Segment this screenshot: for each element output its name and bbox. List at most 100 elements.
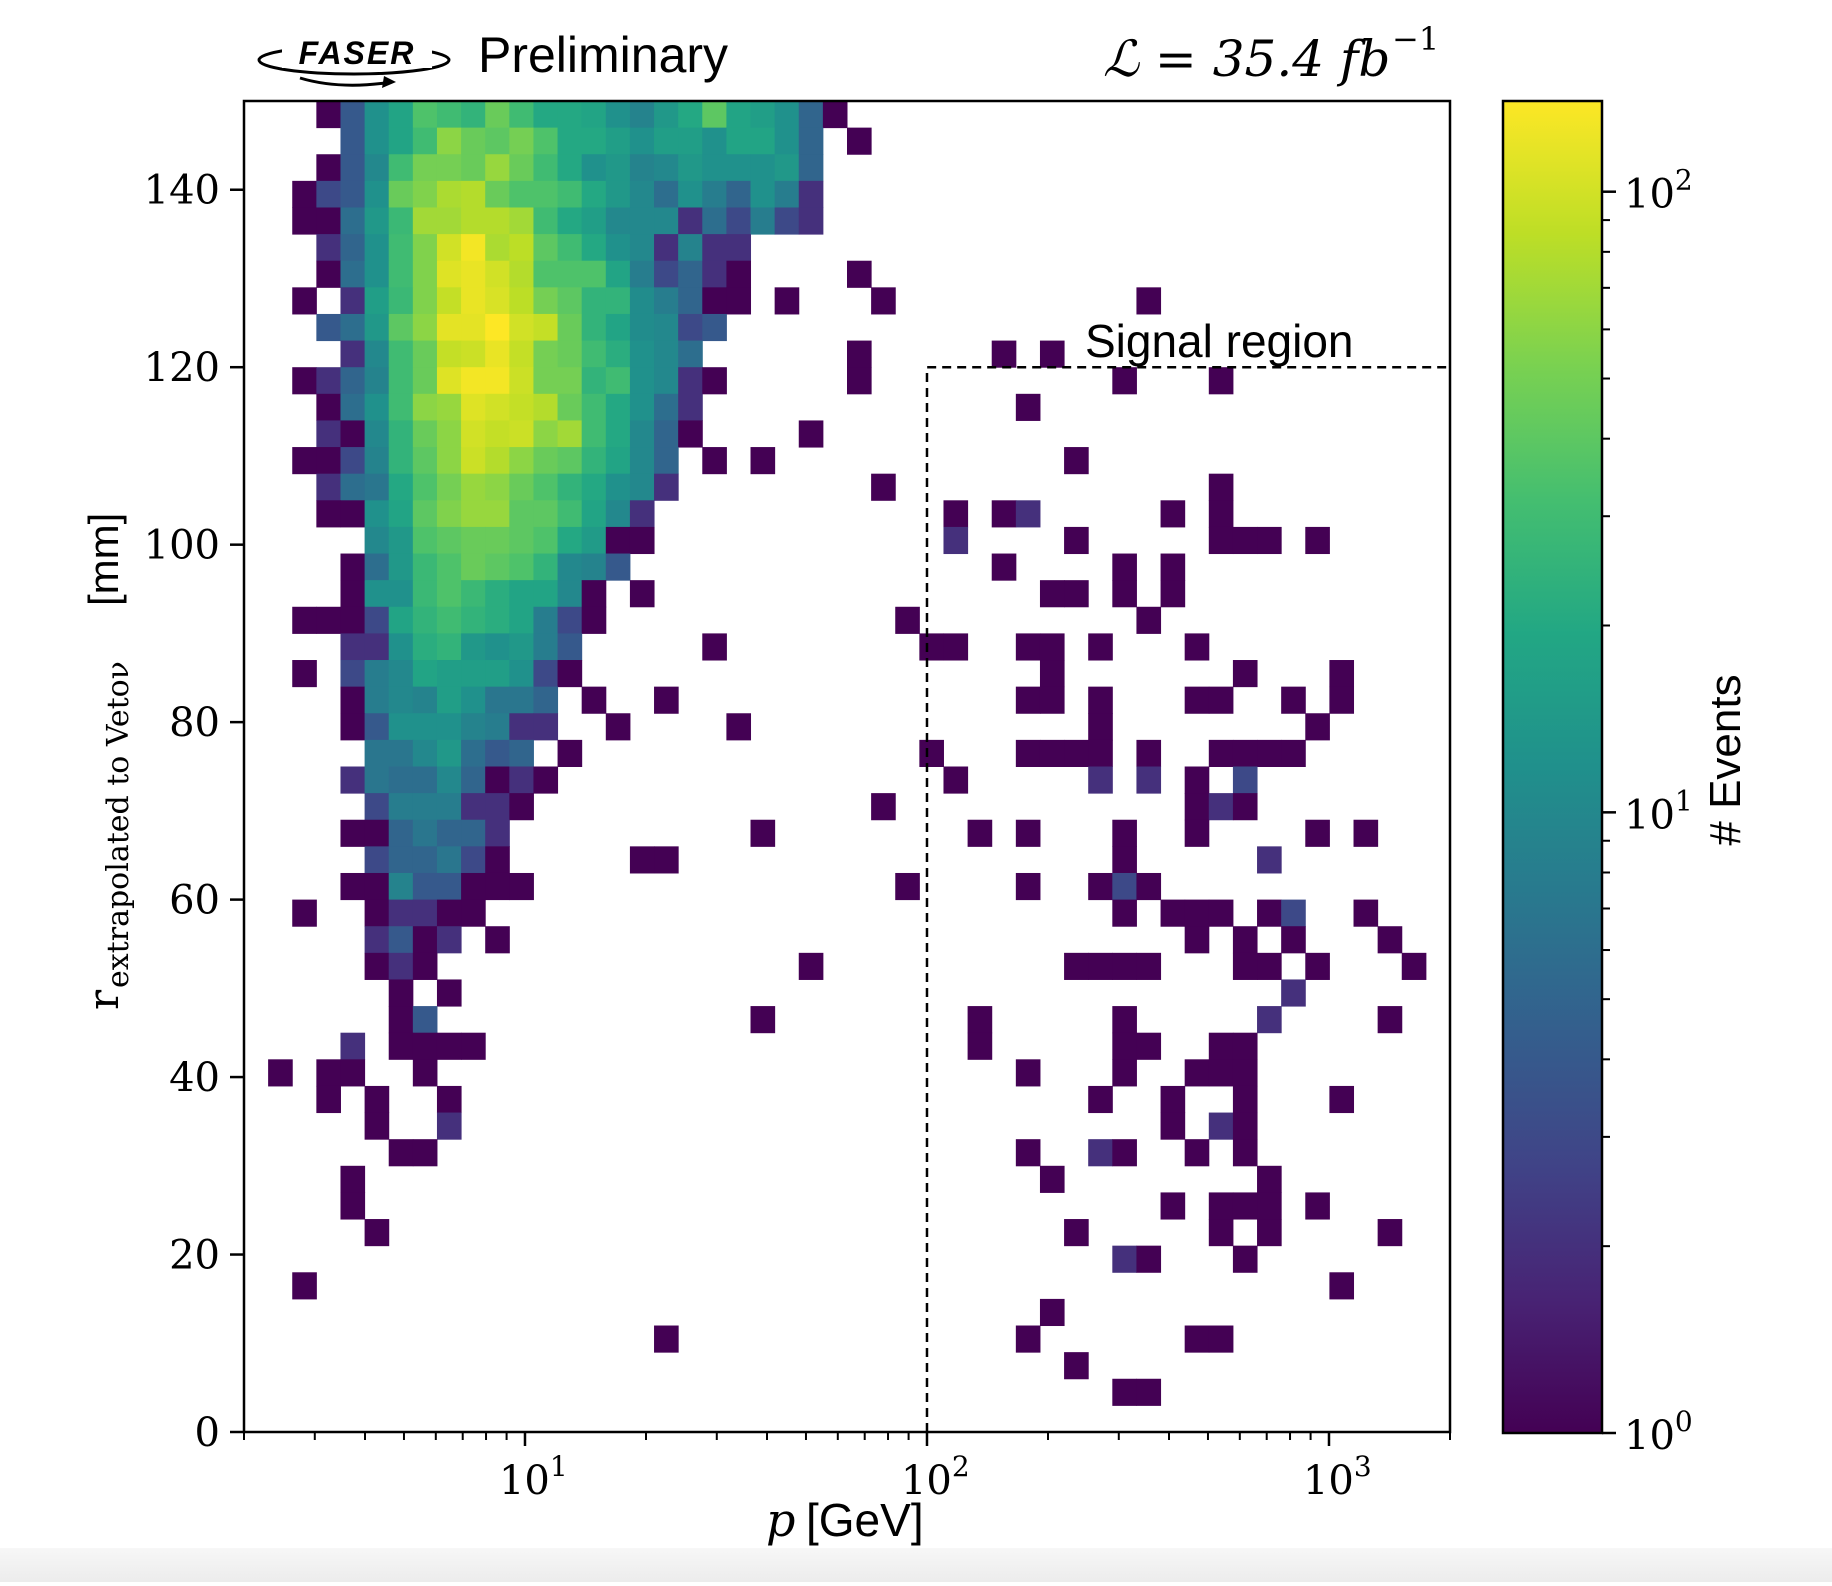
heatmap-cell <box>605 553 631 581</box>
heatmap-cell <box>485 606 510 634</box>
heatmap-cell <box>364 1112 390 1140</box>
heatmap-cell <box>485 553 510 581</box>
heatmap-cell <box>557 739 583 767</box>
heatmap-cell <box>605 393 631 421</box>
heatmap-cell <box>364 287 390 315</box>
heatmap-cell <box>364 340 390 368</box>
heatmap-cell <box>1136 287 1162 315</box>
heatmap-cell <box>412 926 438 954</box>
heatmap-cell <box>436 500 462 528</box>
heatmap-cell <box>388 872 414 901</box>
heatmap-cell <box>702 287 727 315</box>
heatmap-cell <box>340 500 366 528</box>
heatmap-cell <box>364 260 390 288</box>
heatmap-cell <box>1281 739 1306 767</box>
x-tick-label: 103 <box>1303 1450 1372 1504</box>
heatmap-cell <box>1208 526 1234 555</box>
heatmap-cell <box>1232 1032 1258 1060</box>
heatmap-cell <box>1039 1298 1065 1327</box>
heatmap-cell <box>1088 952 1113 980</box>
heatmap-cell <box>1184 1325 1210 1353</box>
heatmap-cell <box>533 340 559 368</box>
logo-arrow-icon <box>299 76 393 87</box>
logo-text: FASER <box>299 35 416 71</box>
heatmap-cell <box>557 180 583 208</box>
heatmap-cell <box>509 500 534 528</box>
heatmap-cell <box>436 1032 462 1060</box>
heatmap-cell <box>605 473 631 501</box>
heatmap-cell <box>871 793 896 821</box>
heatmap-cell <box>1015 633 1041 661</box>
heatmap-cell <box>485 260 510 288</box>
heatmap-cell <box>1064 526 1089 555</box>
heatmap-cell <box>629 313 655 342</box>
heatmap-cell <box>292 287 317 315</box>
heatmap-cell <box>678 340 703 368</box>
heatmap-cell <box>629 367 655 395</box>
heatmap-cell <box>436 526 462 555</box>
colorbar-tick-label: 101 <box>1624 784 1693 838</box>
heatmap-cell <box>1305 952 1330 980</box>
heatmap-cell <box>1088 739 1113 767</box>
x-tick-label: 101 <box>499 1450 568 1504</box>
heatmap-cell <box>461 260 486 288</box>
heatmap-cell <box>436 713 462 741</box>
heatmap-cell <box>557 340 583 368</box>
heatmap-cell <box>388 180 414 208</box>
heatmap-cell <box>509 101 534 129</box>
heatmap-cell <box>340 447 366 475</box>
heatmap-cell <box>461 686 486 714</box>
heatmap-cell <box>461 846 486 874</box>
heatmap-cell <box>654 313 679 342</box>
heatmap-cell <box>292 180 317 208</box>
heatmap-cell <box>581 393 607 421</box>
heatmap-cell <box>1353 899 1379 927</box>
y-axis-label-subscript: extrapolated to Vetoν <box>101 661 136 988</box>
heatmap-cell <box>292 447 317 475</box>
heatmap-cell <box>388 739 414 767</box>
heatmap-cell <box>1257 526 1282 555</box>
heatmap-cell <box>1112 1006 1137 1034</box>
heatmap-cell <box>412 447 438 475</box>
heatmap-cell <box>557 447 583 475</box>
heatmap-cell <box>461 101 486 129</box>
heatmap-cell <box>557 313 583 342</box>
x-tick-exponent: 1 <box>550 1450 568 1483</box>
heatmap-cell <box>678 234 703 262</box>
heatmap-cell <box>485 580 510 608</box>
heatmap-cell <box>388 979 414 1007</box>
heatmap-cell <box>1015 500 1041 528</box>
luminosity-label: ℒ = 35.4 fb −1 <box>1103 20 1439 88</box>
heatmap-cell <box>750 180 776 208</box>
heatmap-cell <box>702 180 727 208</box>
heatmap-cell <box>509 313 534 342</box>
heatmap-cell <box>1112 1032 1137 1060</box>
heatmap-cell <box>629 393 655 421</box>
heatmap-cell <box>581 101 607 129</box>
heatmap-cell <box>750 447 776 475</box>
heatmap-cell <box>340 180 366 208</box>
signal-region-box <box>925 365 1450 1432</box>
heatmap-cell <box>461 526 486 555</box>
heatmap-cell <box>461 473 486 501</box>
heatmap-cell <box>292 367 317 395</box>
heatmap-cell <box>461 899 486 927</box>
heatmap-cell <box>1329 1085 1355 1114</box>
heatmap-cell <box>509 686 534 714</box>
x-axis-label-unit: [GeV] <box>806 1494 924 1546</box>
heatmap-cell <box>509 473 534 501</box>
heatmap-cell <box>581 180 607 208</box>
heatmap-cell <box>388 846 414 874</box>
heatmap-cell <box>750 154 776 182</box>
heatmap-cell <box>461 872 486 901</box>
heatmap-cell <box>509 713 534 741</box>
signal-region-label: Signal region <box>1085 315 1354 367</box>
heatmap-cell <box>340 154 366 182</box>
y-tick-label: 60 <box>169 878 220 924</box>
heatmap-cell <box>340 553 366 581</box>
heatmap-cell <box>774 180 800 208</box>
heatmap-cell <box>533 633 559 661</box>
heatmap-cell <box>581 580 607 608</box>
heatmap-cell <box>485 660 510 688</box>
heatmap-cell <box>316 234 341 262</box>
